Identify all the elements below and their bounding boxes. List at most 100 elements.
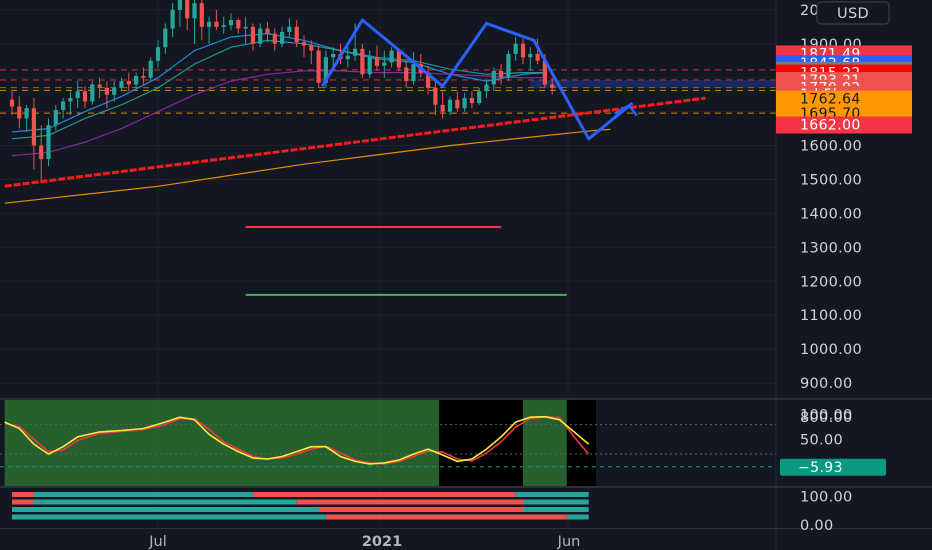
candle-body-52 [389, 50, 394, 63]
candle-36 [272, 28, 277, 51]
candle-body-43 [323, 57, 328, 83]
osc-line-k [4, 415, 590, 465]
price-tick-12: 1200.00 [800, 274, 862, 290]
candle-body-46 [345, 55, 350, 60]
candle-body-38 [287, 26, 292, 32]
bottom-segment-1-1 [33, 499, 42, 505]
candle-body-47 [353, 48, 358, 56]
bottom-segment-1-4 [304, 499, 523, 505]
candle-5 [46, 118, 51, 166]
candle-body-66 [491, 70, 496, 85]
candle-6 [53, 104, 58, 131]
candle-29 [221, 16, 226, 34]
candle-body-9 [75, 91, 80, 99]
candle-body-14 [112, 87, 117, 95]
candle-52 [389, 47, 394, 68]
candle-68 [506, 50, 511, 82]
candle-39 [294, 20, 299, 48]
price-tick-16: 800.00 [800, 410, 853, 426]
candle-10 [82, 86, 88, 109]
candle-body-54 [404, 67, 409, 82]
candle-body-2 [24, 108, 29, 119]
candle-body-33 [250, 26, 255, 44]
osc-band-2 [523, 400, 567, 486]
pattern-arrow-head[interactable] [614, 103, 638, 117]
candle-38 [287, 18, 292, 37]
price-tick-11: 1300.00 [800, 240, 862, 256]
price-tags: 1871.491842.681823.071815.221793.211770.… [776, 45, 912, 134]
osc-tick-1: 50.00 [800, 432, 843, 448]
oscillator-axis[interactable]: 100.00 50.00 −5.93 [780, 408, 886, 476]
candle-body-6 [53, 109, 58, 126]
bottom-tick-0: 100.00 [800, 490, 853, 506]
moving-average-2 [11, 70, 545, 157]
separator-time-axis[interactable] [0, 528, 932, 529]
candle-body-63 [469, 98, 474, 104]
osc-value-tag-bg [780, 458, 886, 476]
bottom-axis[interactable]: 100.00 0.00 [800, 490, 853, 535]
time-label-1: 2021 [362, 534, 402, 550]
bottom-segment-3-2 [566, 514, 589, 520]
price-tag-bg-9 [776, 116, 912, 134]
drawings[interactable] [4, 0, 706, 296]
candle-51 [382, 50, 387, 78]
candle-body-55 [411, 64, 416, 82]
time-axis[interactable]: Jul 2021 Jun [148, 534, 580, 550]
candle-46 [345, 47, 350, 68]
candle-3 [31, 98, 36, 170]
candle-74 [550, 77, 555, 95]
candle-body-48 [360, 48, 365, 75]
candle-body-12 [97, 84, 102, 88]
candle-23 [177, 0, 182, 27]
price-tag-text-9: 1662.00 [800, 118, 861, 134]
price-tag-7: 1762.64 [776, 90, 912, 108]
candle-62 [462, 92, 467, 112]
candle-body-29 [221, 25, 226, 27]
candle-2 [24, 104, 29, 132]
candle-27 [207, 16, 212, 44]
candles [9, 0, 555, 183]
candle-body-31 [236, 20, 241, 29]
candle-24 [185, 0, 190, 31]
horizontal-levels[interactable] [0, 69, 776, 114]
candle-body-10 [82, 91, 88, 102]
candle-13 [104, 81, 109, 109]
candle-body-68 [506, 53, 511, 78]
price-range-box[interactable] [530, 80, 776, 88]
osc-band-3 [566, 400, 596, 486]
candle-28 [214, 9, 219, 31]
candle-body-8 [68, 98, 73, 102]
trendline[interactable] [4, 96, 706, 188]
candle-body-1 [17, 106, 22, 119]
candle-body-23 [177, 0, 182, 10]
candle-66 [491, 67, 496, 92]
candle-15 [119, 77, 124, 92]
separator-main-osc[interactable] [0, 398, 932, 400]
candle-21 [163, 23, 168, 54]
oscillator-pane [0, 400, 776, 486]
pattern-path[interactable] [321, 18, 634, 141]
candle-25 [192, 0, 197, 44]
candle-11 [90, 81, 95, 105]
candle-37 [280, 26, 285, 48]
candle-22 [170, 3, 175, 37]
separator-osc-bottom[interactable] [0, 486, 932, 488]
price-tick-15: 900.00 [800, 376, 853, 392]
candle-body-58 [433, 87, 438, 105]
candle-body-40 [301, 42, 307, 46]
bottom-segment-0-2 [252, 492, 516, 497]
currency-button[interactable]: USD [816, 1, 890, 25]
bottom-segment-2-1 [318, 507, 523, 512]
osc-band-1 [439, 400, 523, 486]
candle-body-13 [104, 87, 109, 95]
candle-12 [97, 77, 102, 99]
grid [0, 0, 776, 528]
candle-body-61 [455, 99, 460, 109]
candle-9 [75, 81, 80, 109]
bottom-segment-2-2 [523, 507, 589, 512]
candle-69 [513, 36, 518, 61]
candle-60 [447, 96, 453, 116]
candle-body-25 [192, 3, 197, 19]
candle-body-74 [550, 84, 555, 88]
